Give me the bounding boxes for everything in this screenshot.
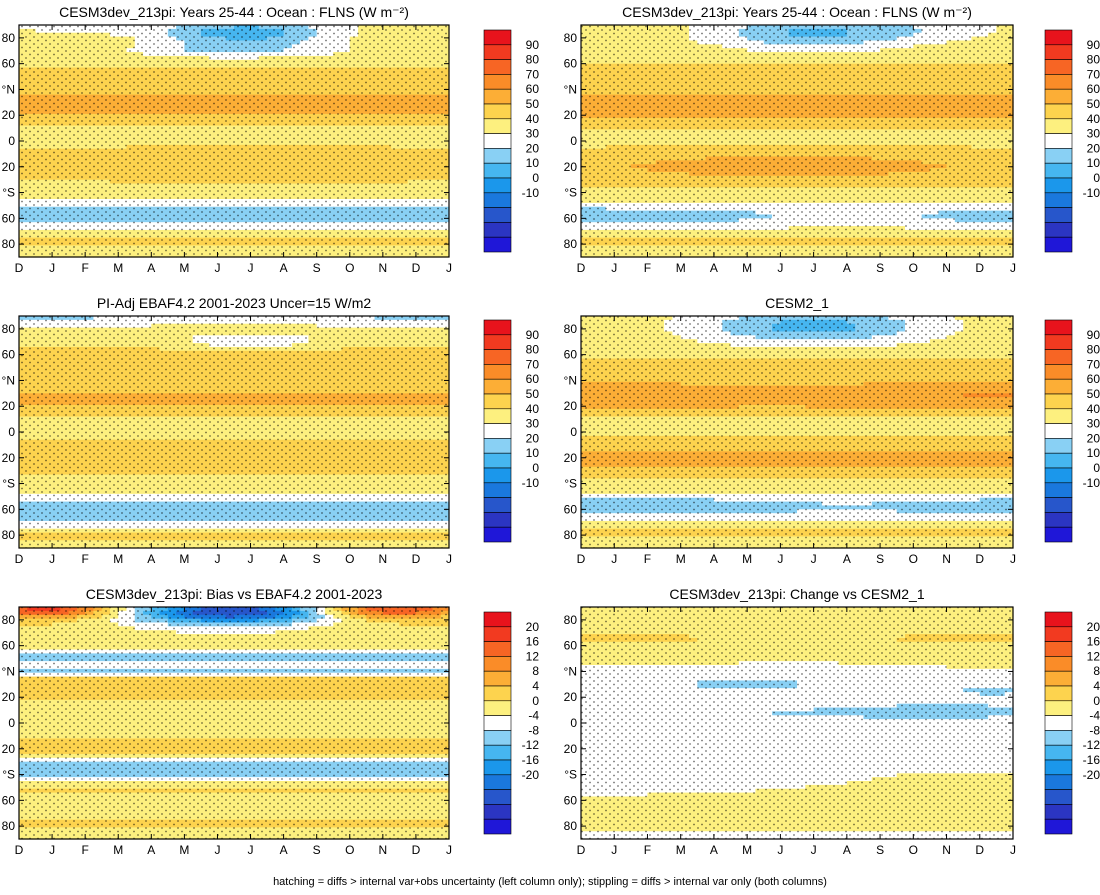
colorbar-label: 10 — [526, 156, 540, 170]
colorbar-swatch — [483, 177, 512, 194]
y-tick-label: 20 — [2, 108, 16, 122]
colorbar-swatch — [483, 103, 512, 120]
colorbar-swatch — [483, 207, 512, 223]
colorbar-label: 70 — [526, 67, 540, 81]
x-tick-label: F — [81, 261, 88, 275]
x-tick-label: S — [313, 261, 321, 275]
colorbar-swatch — [483, 133, 512, 149]
colorbar-swatch — [483, 74, 512, 90]
colorbar-swatch — [483, 59, 512, 75]
x-tick-label: D — [412, 261, 421, 275]
x-tick-label: N — [379, 261, 388, 275]
x-tick-label: A — [280, 261, 288, 275]
y-tick-label: 60 — [2, 211, 16, 225]
colorbar-swatch — [483, 29, 512, 46]
panel-title: CESM3dev_213pi: Years 25-44 : Ocean : FL… — [59, 4, 409, 20]
y-tick-label: 20 — [2, 160, 16, 174]
colorbar-label: 20 — [526, 141, 540, 155]
y-tick-label: 80 — [2, 237, 16, 251]
x-tick-label: O — [345, 261, 354, 275]
colorbar-swatch — [483, 222, 512, 238]
y-tick-label: °S — [2, 186, 15, 200]
x-tick-label: J — [446, 261, 452, 275]
y-tick-label: 80 — [2, 31, 16, 45]
colorbar-label: 0 — [532, 171, 539, 185]
colorbar-label: 90 — [526, 38, 540, 52]
x-tick-label: M — [113, 261, 123, 275]
colorbar-label: 50 — [526, 97, 540, 111]
y-tick-label: °N — [2, 82, 15, 96]
colorbar-label: 30 — [526, 127, 540, 141]
colorbar-swatch — [483, 44, 512, 60]
colorbar-label: -10 — [522, 186, 540, 200]
y-tick-label: 60 — [2, 57, 16, 71]
colorbar-swatch — [483, 118, 512, 134]
panel-2: CESM3dev_213pi: Years 25-44 : Ocean : FL… — [564, 4, 1100, 275]
x-tick-label: A — [147, 261, 155, 275]
stippling-overlay — [19, 25, 449, 257]
y-tick-label: 0 — [8, 134, 15, 148]
colorbar-label: 40 — [526, 112, 540, 126]
x-tick-label: J — [214, 261, 220, 275]
figure: CESM3dev_213pi: Years 25-44 : Ocean : FL… — [2, 4, 1100, 857]
x-tick-label: J — [49, 261, 55, 275]
colorbar-swatch — [483, 236, 512, 253]
colorbar-swatch — [483, 192, 512, 208]
colorbar-swatch — [483, 88, 512, 105]
colorbar-swatch — [483, 148, 512, 164]
x-tick-label: D — [15, 261, 24, 275]
colorbar-label: 60 — [526, 82, 540, 96]
colorbar-swatch — [483, 162, 512, 179]
x-tick-label: M — [179, 261, 189, 275]
panel-1: CESM3dev_213pi: Years 25-44 : Ocean : FL… — [2, 4, 540, 275]
x-tick-label: J — [248, 261, 254, 275]
colorbar-label: 80 — [526, 53, 540, 67]
